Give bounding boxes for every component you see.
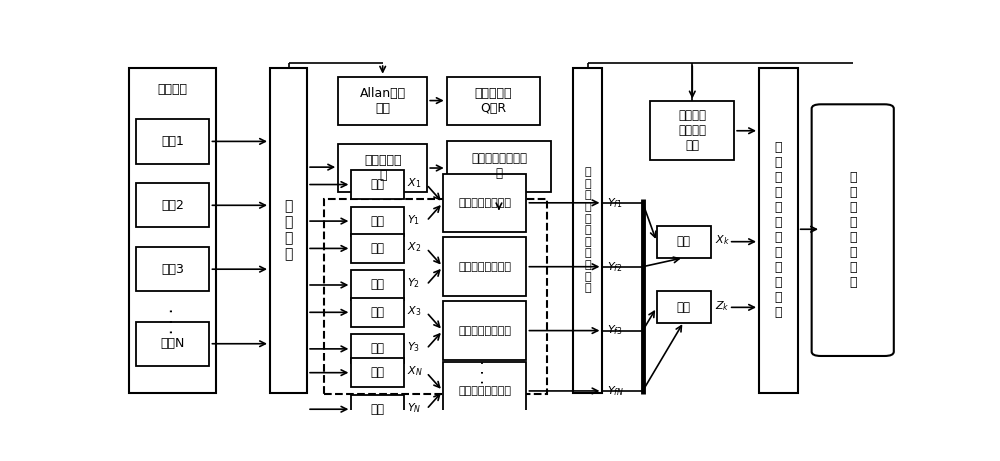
Text: $X_3$: $X_3$ xyxy=(407,304,421,318)
Text: 第
一
级
滤
波
后
的
陀
螺
数
据: 第 一 级 滤 波 后 的 陀 螺 数 据 xyxy=(584,167,591,293)
Text: $Y_{f1}$: $Y_{f1}$ xyxy=(607,196,623,210)
Bar xyxy=(443,173,526,232)
Bar xyxy=(573,68,602,393)
Text: $Y_2$: $Y_2$ xyxy=(407,277,420,290)
Bar xyxy=(657,291,711,323)
Text: 第一级卡尔曼滤波: 第一级卡尔曼滤波 xyxy=(458,325,511,336)
Bar xyxy=(657,226,711,258)
Text: $X_1$: $X_1$ xyxy=(407,176,421,190)
Text: 第一级卡尔曼滤波: 第一级卡尔曼滤波 xyxy=(458,262,511,272)
Bar xyxy=(129,68,216,393)
FancyBboxPatch shape xyxy=(812,104,894,356)
Bar xyxy=(136,247,209,291)
Bar xyxy=(351,358,404,387)
Text: $X_N$: $X_N$ xyxy=(407,364,423,378)
Text: 第一级卡尔曼滤波: 第一级卡尔曼滤波 xyxy=(458,386,511,396)
Bar xyxy=(443,237,526,296)
Bar xyxy=(443,301,526,360)
Bar xyxy=(351,298,404,327)
Text: 状态: 状态 xyxy=(371,306,385,319)
Text: 数
据
采
集: 数 据 采 集 xyxy=(284,199,293,261)
Text: 陀螺阵列: 陀螺阵列 xyxy=(158,83,188,95)
Bar xyxy=(447,141,551,192)
Bar xyxy=(351,395,404,424)
Text: 随机误差建
模: 随机误差建 模 xyxy=(364,154,401,182)
Text: 陀螺N: 陀螺N xyxy=(160,337,185,350)
Bar xyxy=(324,199,547,394)
Text: $Y_N$: $Y_N$ xyxy=(407,401,421,415)
Bar xyxy=(351,170,404,199)
Bar xyxy=(443,362,526,420)
Text: $Z_k$: $Z_k$ xyxy=(715,299,729,313)
Text: 状态: 状态 xyxy=(677,235,691,248)
Bar xyxy=(136,183,209,227)
Text: · · ·: · · · xyxy=(477,360,492,384)
Text: 量测: 量测 xyxy=(371,403,385,416)
Text: 协方差矩阵
Q、R: 协方差矩阵 Q、R xyxy=(474,87,512,115)
Text: $Y_1$: $Y_1$ xyxy=(407,213,420,226)
Text: · · ·: · · · xyxy=(164,307,182,334)
Text: 状态: 状态 xyxy=(371,366,385,379)
Text: $X_k$: $X_k$ xyxy=(715,233,730,247)
Text: 高
精
度
阵
列
输
出
值: 高 精 度 阵 列 输 出 值 xyxy=(849,171,856,289)
Text: $Y_{fN}$: $Y_{fN}$ xyxy=(607,384,624,398)
Text: $Y_{f3}$: $Y_{f3}$ xyxy=(607,324,623,337)
Text: Allan方差
分析: Allan方差 分析 xyxy=(360,87,406,115)
Bar xyxy=(447,77,540,124)
Text: 陀螺3: 陀螺3 xyxy=(161,263,184,276)
Text: 状态: 状态 xyxy=(371,178,385,191)
Bar xyxy=(351,207,404,236)
Bar xyxy=(351,334,404,363)
Bar xyxy=(338,77,427,124)
Text: $Y_3$: $Y_3$ xyxy=(407,341,420,355)
Text: 第一级卡尔曼滤波: 第一级卡尔曼滤波 xyxy=(458,198,511,208)
Text: 量测: 量测 xyxy=(677,301,691,314)
Bar xyxy=(759,68,798,393)
Bar xyxy=(270,68,307,393)
Text: 量测: 量测 xyxy=(371,343,385,355)
Text: 量测: 量测 xyxy=(371,214,385,228)
Bar xyxy=(136,322,209,366)
Text: 状态: 状态 xyxy=(371,242,385,255)
Text: 陀螺2: 陀螺2 xyxy=(161,199,184,212)
Bar xyxy=(338,144,427,192)
Text: 状态方程、量测方
程: 状态方程、量测方 程 xyxy=(471,152,527,180)
Text: 陀螺阵列
随机误差
建模: 陀螺阵列 随机误差 建模 xyxy=(678,109,706,152)
Text: 恒
增
益
卡
尔
曼
滤
波
数
据
融
合: 恒 增 益 卡 尔 曼 滤 波 数 据 融 合 xyxy=(775,141,782,319)
Text: $X_2$: $X_2$ xyxy=(407,240,421,254)
Text: $Y_{f2}$: $Y_{f2}$ xyxy=(607,260,623,274)
Text: 陀螺1: 陀螺1 xyxy=(161,135,184,148)
Bar xyxy=(351,271,404,300)
Bar xyxy=(650,101,734,160)
Text: 量测: 量测 xyxy=(371,278,385,291)
Bar xyxy=(351,234,404,263)
Bar xyxy=(136,119,209,164)
